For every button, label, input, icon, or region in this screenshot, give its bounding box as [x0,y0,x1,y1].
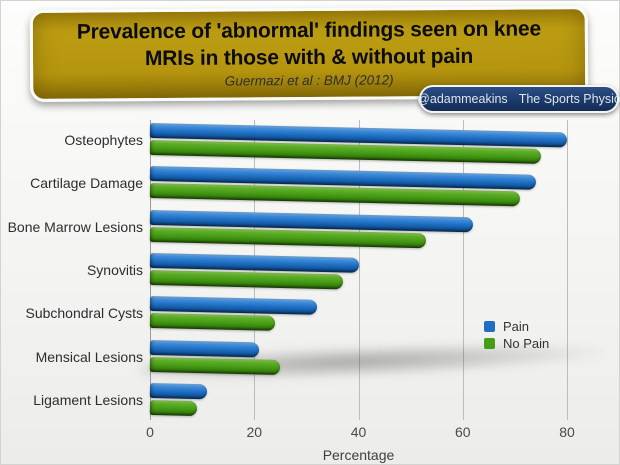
category-label-subchondral-cysts: Subchondral Cysts [25,305,143,322]
category-label-bone-marrow-lesions: Bone Marrow Lesions [7,218,143,235]
legend: Pain No Pain [484,318,549,352]
author-handle: @adammeakins [417,92,508,106]
category-label-cartilage-damage: Cartilage Damage [30,175,143,192]
bar-no-pain-ligament-lesions [149,399,198,416]
category-label-mensical-lesions: Mensical Lesions [35,348,143,365]
x-tick-60: 60 [454,424,471,440]
title-line-2: MRIs in those with & without pain [144,44,474,71]
x-tick-0: 0 [146,424,154,440]
legend-swatch-pain [484,321,495,332]
x-tick-80: 80 [559,424,575,440]
legend-item-no-pain: No Pain [484,335,549,352]
gridline-80 [567,120,568,420]
author-name: The Sports Physio [518,92,620,106]
legend-swatch-no-pain [484,338,495,349]
category-label-ligament-lesions: Ligament Lesions [33,391,143,408]
author-badge: @adammeakins The Sports Physio [417,85,620,113]
bar-pain-subchondral-cysts [149,296,317,315]
legend-label-pain: Pain [503,319,530,334]
x-tick-20: 20 [246,424,263,440]
legend-item-pain: Pain [484,318,549,335]
bar-pain-synovitis [149,252,359,273]
legend-label-no-pain: No Pain [503,336,550,351]
bar-pain-ligament-lesions [149,382,208,400]
x-tick-40: 40 [350,424,367,440]
bar-no-pain-subchondral-cysts [149,313,276,332]
category-label-synovitis: Synovitis [86,261,143,278]
category-label-osteophytes: Osteophytes [64,132,143,148]
x-axis-label: Percentage [322,447,395,463]
chart-title: Prevalence of 'abnormal' findings seen o… [41,16,577,73]
gridline-60 [462,120,464,420]
bar-no-pain-mensical-lesions [149,356,281,375]
bar-pain-mensical-lesions [149,339,260,357]
gridline-40 [358,120,360,420]
title-line-1: Prevalence of 'abnormal' findings seen o… [76,17,541,44]
bar-no-pain-synovitis [149,269,343,290]
